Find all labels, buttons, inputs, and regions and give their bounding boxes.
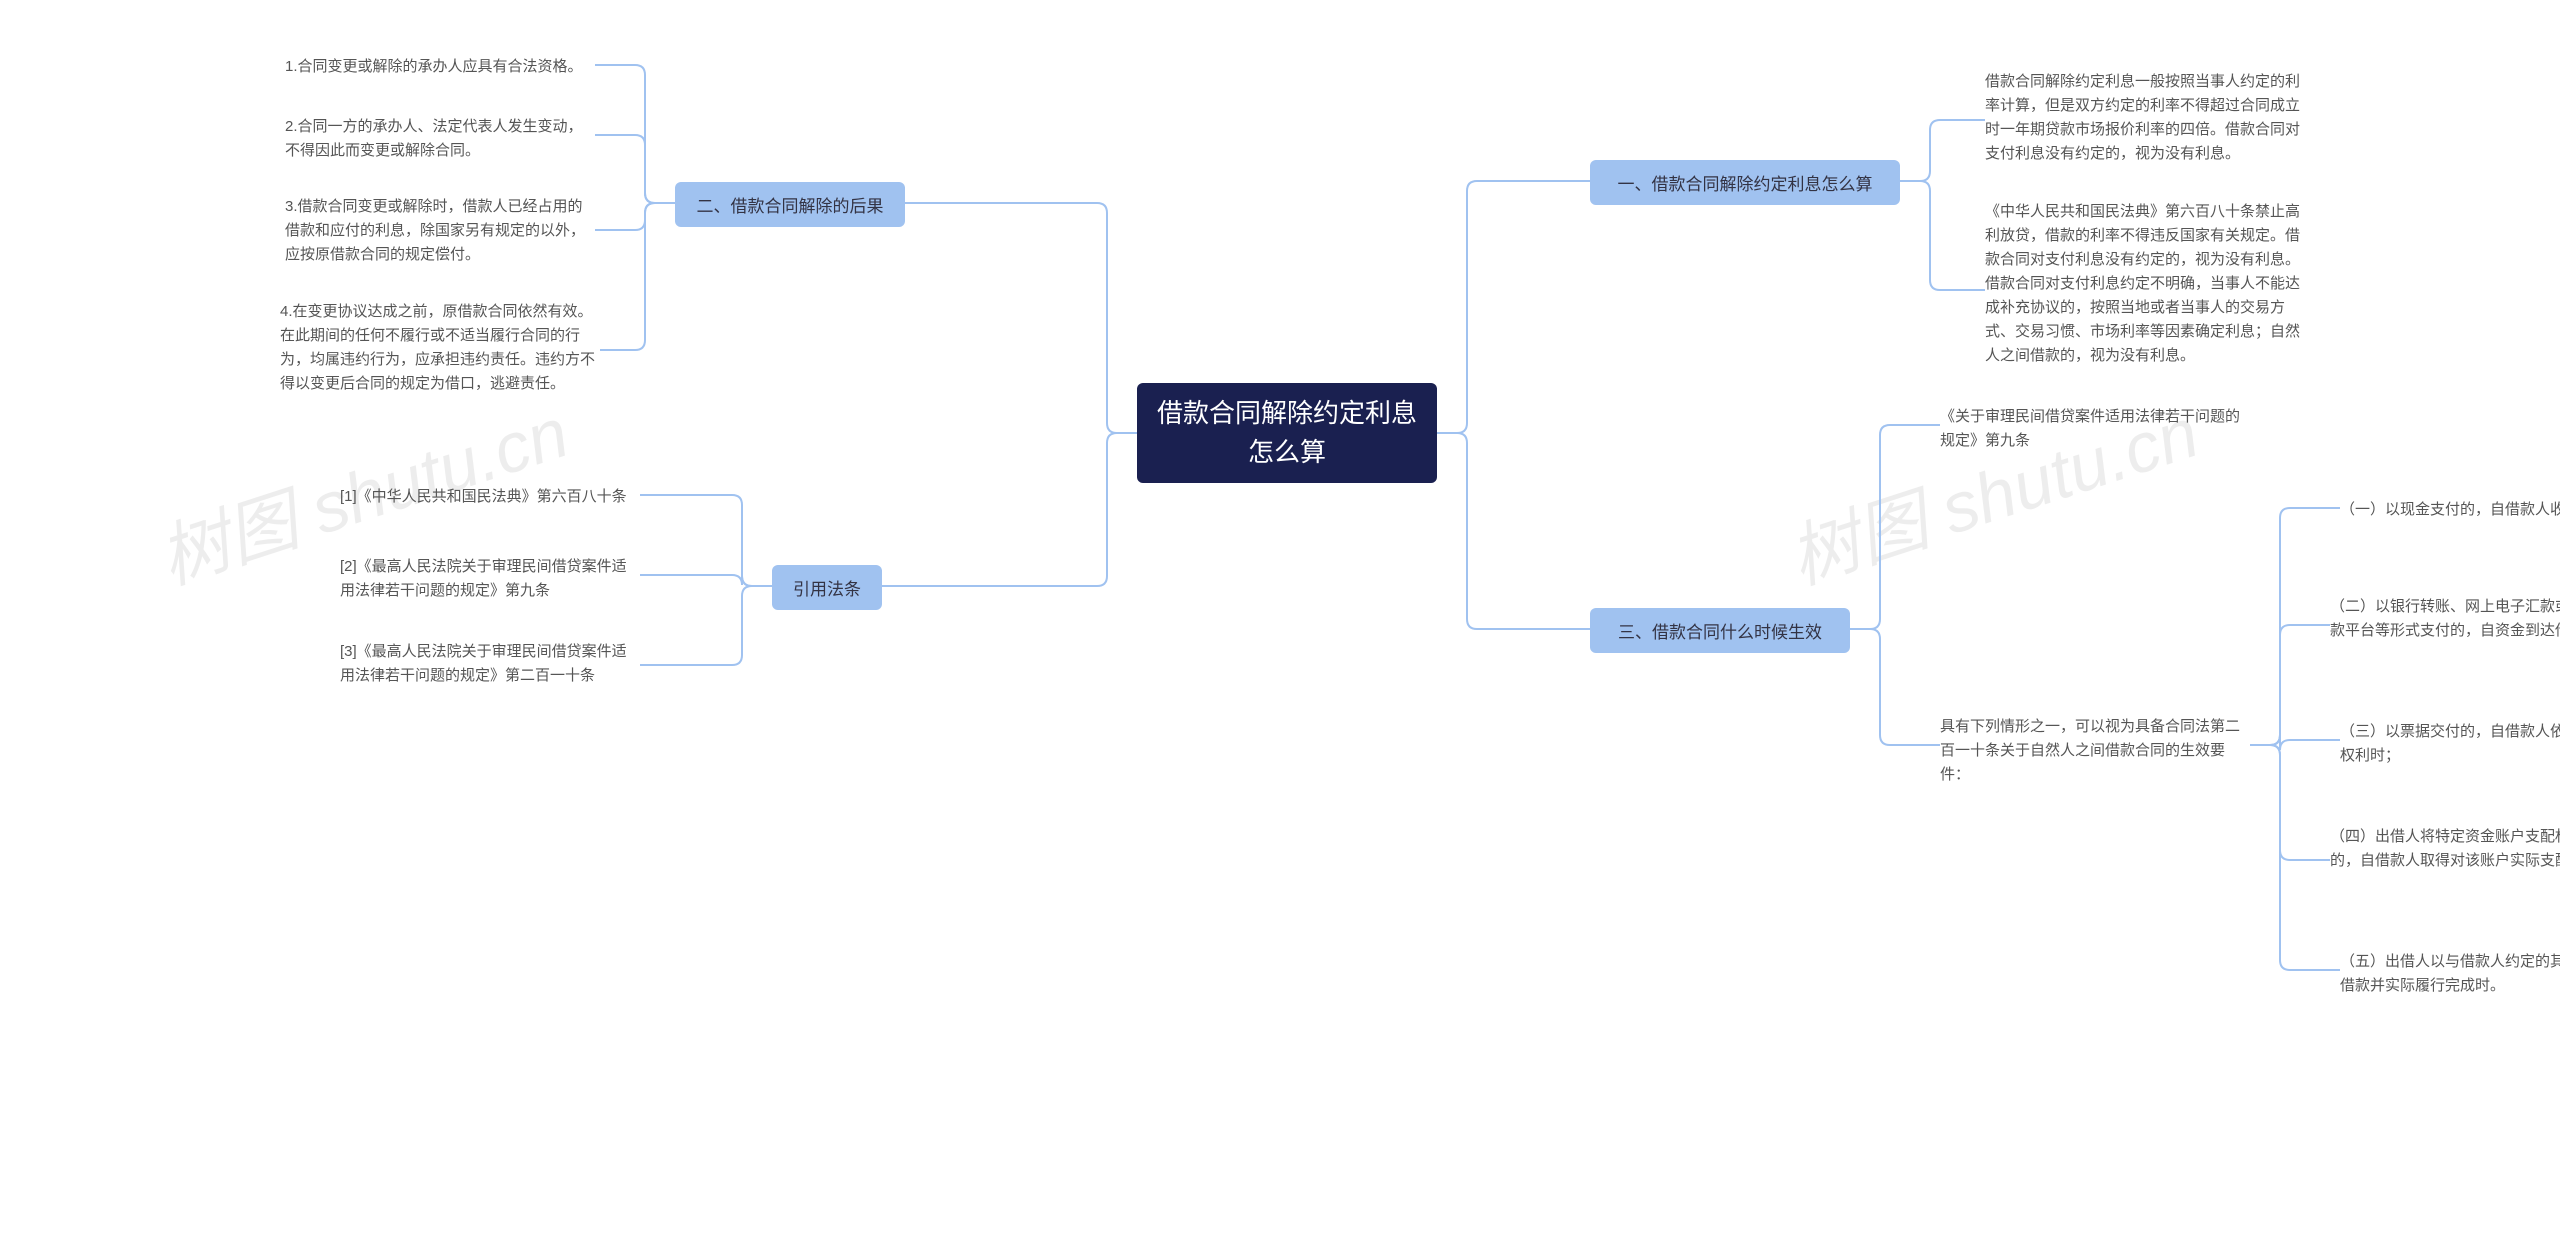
- leaf-b3c2d: （四）出借人将特定资金账户支配权授权给借款人的，自借款人取得对该账户实际支配权时…: [2330, 825, 2560, 873]
- leaf-b2c4: 4.在变更协议达成之前，原借款合同依然有效。在此期间的任何不履行或不适当履行合同…: [280, 300, 600, 396]
- branch-4: 引用法条: [772, 565, 882, 610]
- leaf-b4c3: [3]《最高人民法院关于审理民间借贷案件适用法律若干问题的规定》第二百一十条: [340, 640, 640, 688]
- leaf-b3c2b: （二）以银行转账、网上电子汇款或者通过网络贷款平台等形式支付的，自资金到达借款人…: [2330, 595, 2560, 643]
- leaf-b4c1: [1]《中华人民共和国民法典》第六百八十条: [340, 485, 640, 509]
- leaf-b1c1: 借款合同解除约定利息一般按照当事人约定的利率计算，但是双方约定的利率不得超过合同…: [1985, 70, 2305, 166]
- branch-4-label: 引用法条: [793, 575, 861, 600]
- leaf-b3c2c: （三）以票据交付的，自借款人依法取得票据权利时；: [2340, 720, 2560, 768]
- leaf-b1c2: 《中华人民共和国民法典》第六百八十条禁止高利放贷，借款的利率不得违反国家有关规定…: [1985, 200, 2305, 368]
- branch-3: 三、借款合同什么时候生效: [1590, 608, 1850, 653]
- branch-2: 二、借款合同解除的后果: [675, 182, 905, 227]
- leaf-b2c3: 3.借款合同变更或解除时，借款人已经占用的借款和应付的利息，除国家另有规定的以外…: [285, 195, 595, 267]
- branch-3-label: 三、借款合同什么时候生效: [1618, 618, 1822, 643]
- leaf-b2c2: 2.合同一方的承办人、法定代表人发生变动，不得因此而变更或解除合同。: [285, 115, 595, 163]
- branch-2-label: 二、借款合同解除的后果: [697, 192, 884, 217]
- root-label: 借款合同解除约定利息怎么算: [1153, 394, 1421, 472]
- leaf-b2c1: 1.合同变更或解除的承办人应具有合法资格。: [285, 55, 595, 79]
- connectors-layer: [0, 0, 2560, 1244]
- leaf-b4c2: [2]《最高人民法院关于审理民间借贷案件适用法律若干问题的规定》第九条: [340, 555, 640, 603]
- root-node: 借款合同解除约定利息怎么算: [1137, 383, 1437, 483]
- leaf-b3c2e: （五）出借人以与借款人约定的其他方式提供借款并实际履行完成时。: [2340, 950, 2560, 998]
- leaf-b3c1: 《关于审理民间借贷案件适用法律若干问题的规定》第九条: [1940, 405, 2250, 453]
- leaf-b3c2a: （一）以现金支付的，自借款人收到借款时；: [2340, 498, 2560, 522]
- leaf-b3c2: 具有下列情形之一，可以视为具备合同法第二百一十条关于自然人之间借款合同的生效要件…: [1940, 715, 2250, 787]
- branch-1: 一、借款合同解除约定利息怎么算: [1590, 160, 1900, 205]
- branch-1-label: 一、借款合同解除约定利息怎么算: [1618, 170, 1873, 195]
